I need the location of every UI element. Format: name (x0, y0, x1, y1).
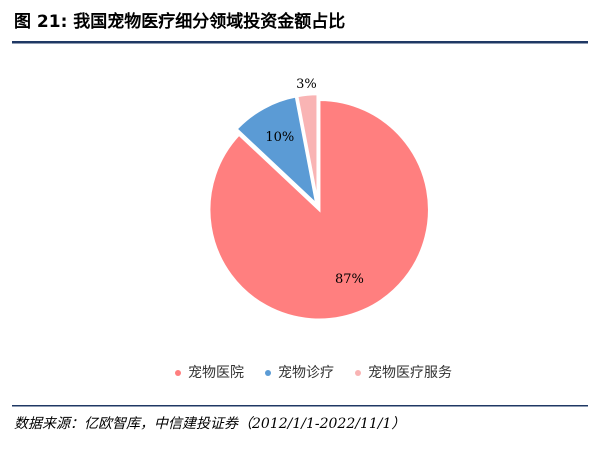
pie-slice (208, 98, 431, 321)
chart-title: 图 21: 我国宠物医疗细分领域投资金额占比 (14, 11, 345, 32)
pie-slice (295, 92, 319, 205)
data-label: 10% (265, 130, 294, 145)
legend-marker (175, 370, 181, 376)
legend-marker (265, 370, 271, 376)
data-label: 3% (296, 77, 317, 92)
pie-slice (234, 94, 319, 208)
legend-label: 宠物诊疗 (278, 365, 334, 381)
source: 数据来源：亿欧智库，中信建投证券（2012/1/1-2022/11/1） (14, 416, 405, 432)
title-rule (12, 41, 588, 44)
source-rule (12, 405, 588, 407)
data-label: 87% (335, 272, 364, 287)
legend-marker (355, 370, 361, 376)
legend-label: 宠物医院 (188, 365, 244, 381)
legend-label: 宠物医疗服务 (368, 365, 452, 381)
